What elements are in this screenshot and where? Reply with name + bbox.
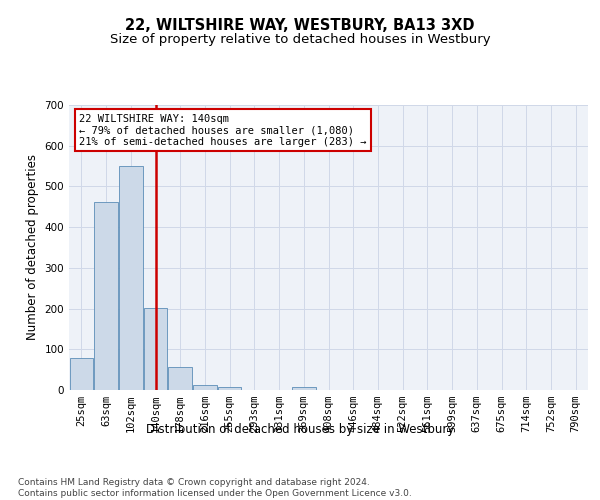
Bar (292, 386, 316, 390)
Text: Size of property relative to detached houses in Westbury: Size of property relative to detached ho… (110, 32, 490, 46)
Text: Distribution of detached houses by size in Westbury: Distribution of detached houses by size … (146, 422, 454, 436)
Bar (94, 202, 118, 390)
Text: 22 WILTSHIRE WAY: 140sqm
← 79% of detached houses are smaller (1,080)
21% of sem: 22 WILTSHIRE WAY: 140sqm ← 79% of detach… (79, 114, 367, 147)
Bar (119, 166, 143, 390)
Bar (218, 386, 241, 390)
Bar (144, 308, 167, 390)
Text: Contains HM Land Registry data © Crown copyright and database right 2024.
Contai: Contains HM Land Registry data © Crown c… (18, 478, 412, 498)
Bar (169, 367, 192, 390)
Bar (70, 358, 93, 390)
Text: 22, WILTSHIRE WAY, WESTBURY, BA13 3XD: 22, WILTSHIRE WAY, WESTBURY, BA13 3XD (125, 18, 475, 32)
Y-axis label: Number of detached properties: Number of detached properties (26, 154, 39, 340)
Bar (193, 384, 217, 390)
